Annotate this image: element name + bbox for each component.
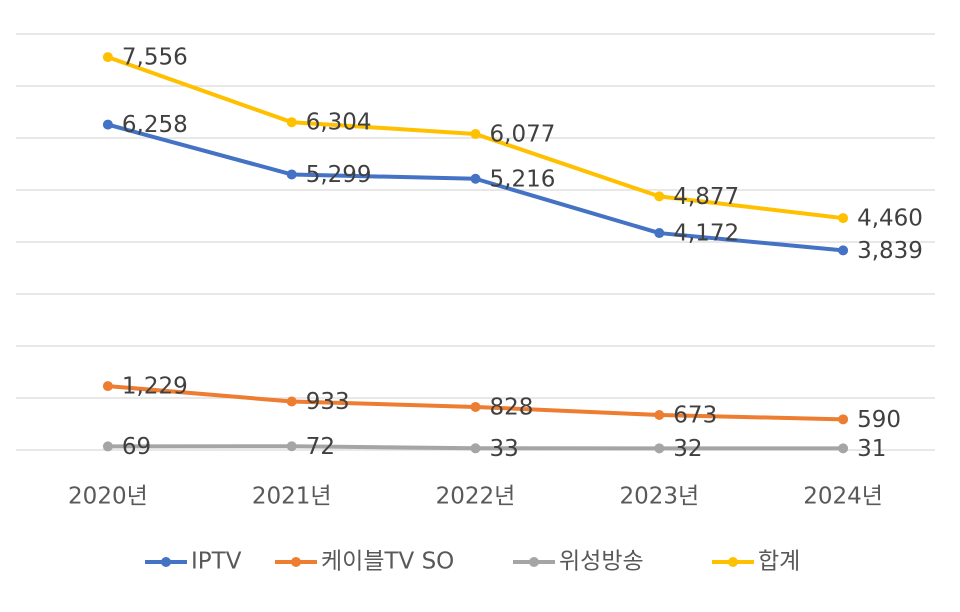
data-point [654,410,665,421]
data-point [470,443,481,454]
legend-label: 위성방송 [559,549,644,575]
data-label: 933 [306,389,350,415]
data-label: 32 [673,436,702,462]
data-label: 5,216 [490,166,556,192]
legend-label: 케이블TV SO [321,549,454,575]
data-point [470,128,481,139]
data-label: 1,229 [122,374,188,400]
data-point [102,119,113,130]
legend-marker [728,557,738,567]
legend-marker [529,557,539,567]
data-label: 6,258 [122,112,188,138]
data-point [654,191,665,202]
data-label: 72 [306,434,335,460]
data-label: 828 [490,394,534,420]
data-label: 3,839 [857,238,923,264]
data-label: 69 [122,434,151,460]
data-point [470,173,481,184]
data-label: 33 [490,436,519,462]
data-point [286,117,297,128]
x-tick-label: 2022년 [436,484,516,510]
data-label: 6,077 [490,121,556,147]
legend-marker [161,557,171,567]
x-tick-label: 2021년 [252,484,332,510]
data-point [470,401,481,412]
data-label: 4,460 [857,206,923,232]
data-label: 31 [857,436,886,462]
data-point [838,414,849,425]
data-label: 4,172 [673,221,739,247]
data-label: 4,877 [673,184,739,210]
legend-marker [291,557,301,567]
x-tick-label: 2023년 [619,484,699,510]
data-point [286,169,297,180]
data-label: 7,556 [122,45,188,71]
data-point [654,443,665,454]
data-label: 673 [673,403,717,429]
legend-label: 합계 [758,549,800,575]
data-point [838,213,849,224]
legend-label: IPTV [191,549,242,575]
data-point [102,381,113,392]
data-label: 5,299 [306,162,372,188]
data-label: 590 [857,407,901,433]
data-label: 6,304 [306,110,372,136]
data-point [838,245,849,256]
data-point [102,52,113,63]
data-point [286,396,297,407]
data-point [654,228,665,239]
data-point [286,441,297,452]
x-tick-label: 2024년 [803,484,883,510]
x-tick-label: 2020년 [68,484,148,510]
data-point [838,443,849,454]
data-point [102,441,113,452]
